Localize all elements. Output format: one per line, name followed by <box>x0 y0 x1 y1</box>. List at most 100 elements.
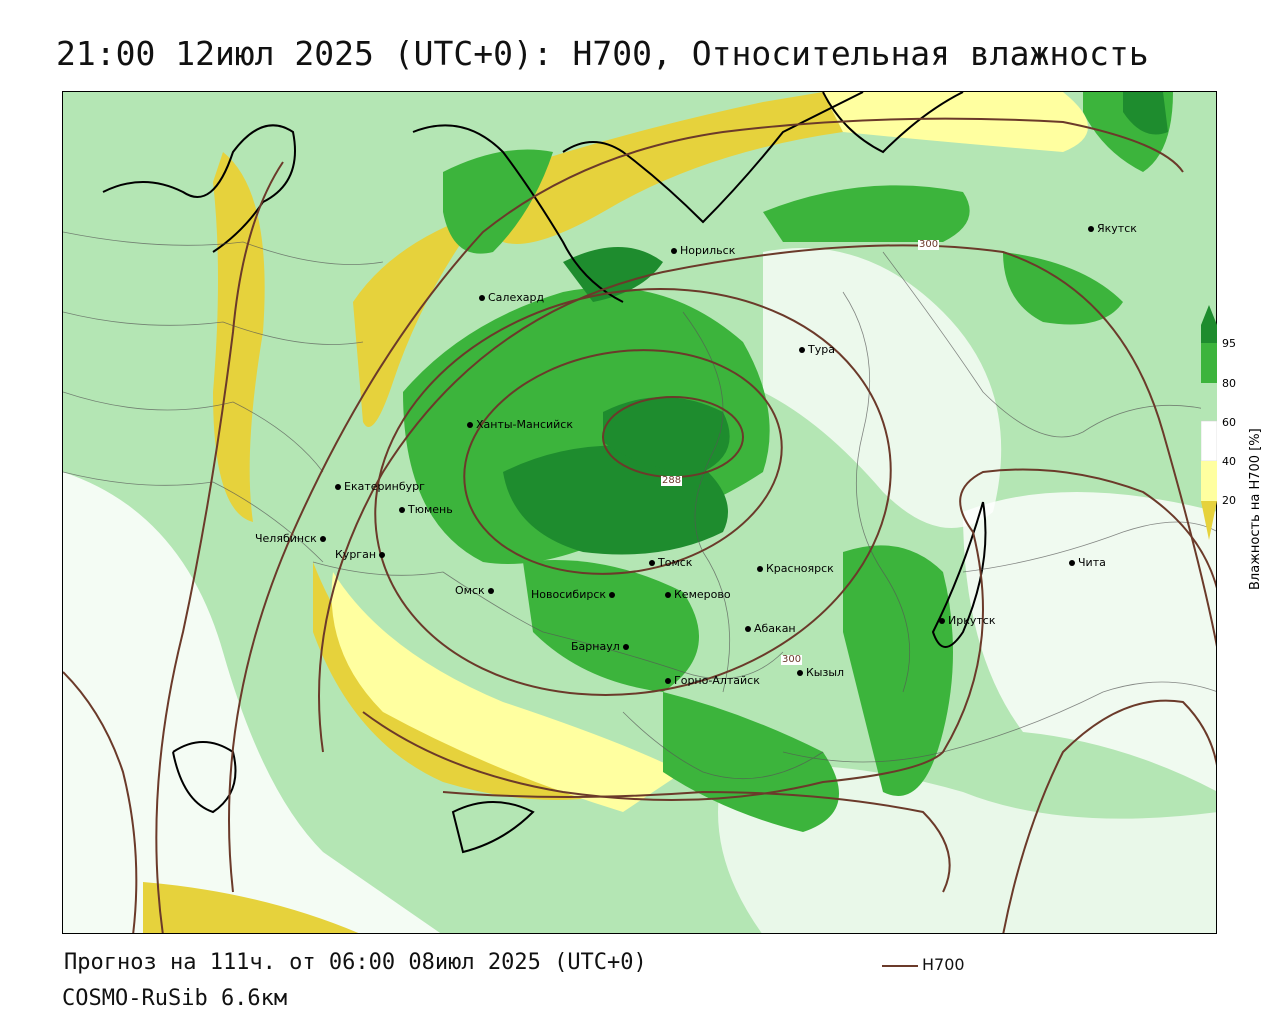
city-yakutsk: Якутск <box>1088 223 1137 234</box>
moist-area-center-dark <box>603 397 730 472</box>
moist-area-novosibirsk <box>523 560 699 692</box>
city-tura: Тура <box>799 344 835 355</box>
contour-304-se <box>1002 699 1216 933</box>
city-label: Чита <box>1078 556 1106 569</box>
h700-contours <box>63 117 1216 933</box>
city-dot <box>399 507 405 513</box>
city-dot <box>745 626 751 632</box>
city-kyzyl: Кызыл <box>797 667 844 678</box>
colorbar-60 <box>1201 383 1217 421</box>
dry-band-south <box>313 562 623 800</box>
colorbar-tick-60: 60 <box>1222 416 1236 429</box>
city-dot <box>1088 226 1094 232</box>
map-canvas <box>63 92 1216 933</box>
moist-area-taimyr <box>763 185 970 242</box>
city-chita: Чита <box>1069 557 1106 568</box>
contour-label-300-south: 300 <box>781 654 803 665</box>
contour-label-288: 288 <box>661 475 683 486</box>
city-dot <box>939 618 945 624</box>
city-label: Кызыл <box>806 666 845 679</box>
city-krasnoyarsk: Красноярск <box>757 563 834 574</box>
contour-308 <box>155 161 284 933</box>
city-dot <box>665 592 671 598</box>
page-title: 21:00 12июл 2025 (UTC+0): H700, Относите… <box>56 34 1149 73</box>
city-label: Салехард <box>488 291 545 304</box>
legend-h700-label: H700 <box>922 955 965 974</box>
dry-band-nw <box>353 212 483 427</box>
city-novosibirsk: Новосибирск <box>531 589 618 600</box>
moist-area-core-dark <box>503 445 728 555</box>
city-label: Кемерово <box>674 588 731 601</box>
humidity-map: 300 288 300 Якутск Норильск Салехард Тур… <box>62 91 1217 934</box>
city-dot <box>379 552 386 558</box>
colorbar <box>1201 305 1217 540</box>
city-label: Абакан <box>754 622 796 635</box>
colorbar-tick-80: 80 <box>1222 377 1236 390</box>
city-barnaul: Барнаул <box>571 641 632 652</box>
dry-area-ne <box>823 92 1088 152</box>
city-dot <box>479 295 485 301</box>
city-salekhard: Салехард <box>479 292 544 303</box>
colorbar-bottom-arrow <box>1201 501 1217 540</box>
region-borders <box>63 231 1216 780</box>
city-dot <box>487 588 494 594</box>
city-irkutsk: Иркутск <box>939 615 995 626</box>
city-dot <box>757 566 763 572</box>
city-dot <box>649 560 655 566</box>
city-label: Тура <box>808 343 835 356</box>
city-kurgan: Курган <box>335 549 388 560</box>
city-yekaterinburg: Екатеринбург <box>335 481 425 492</box>
contour-308-west <box>63 671 138 933</box>
city-label: Томск <box>658 556 693 569</box>
city-tyumen: Тюмень <box>399 504 453 515</box>
coastlines <box>102 92 987 854</box>
city-kemerovo: Кемерово <box>665 589 731 600</box>
dry-area-south <box>718 765 1216 933</box>
colorbar-tick-40: 40 <box>1222 455 1236 468</box>
dry-area-central <box>763 248 1002 528</box>
dry-area-east <box>963 492 1216 791</box>
moist-area-gulf <box>563 247 663 302</box>
city-dot <box>609 592 616 598</box>
city-label: Омск <box>455 584 485 597</box>
city-chelyabinsk: Челябинск <box>255 533 329 544</box>
dry-band-north <box>503 92 843 244</box>
colorbar-label: Влажность на Н700 [%] <box>1248 428 1263 590</box>
city-gorno-altaysk: Горно-Алтайск <box>665 675 760 686</box>
model-name: COSMO-RuSib 6.6км <box>62 986 288 1011</box>
city-tomsk: Томск <box>649 557 692 568</box>
contour-296 <box>374 288 892 696</box>
forecast-info: Прогноз на 111ч. от 06:00 08июл 2025 (UT… <box>64 950 647 975</box>
contour-304 <box>228 117 1184 893</box>
city-dot <box>799 347 805 353</box>
dry-area-sw <box>143 882 359 933</box>
contour-label-300-north: 300 <box>918 239 940 250</box>
city-abakan: Абакан <box>745 623 796 634</box>
contour-300 <box>318 244 1216 753</box>
colorbar-40 <box>1201 420 1217 462</box>
city-label: Красноярск <box>766 562 834 575</box>
city-khanty-mansiysk: Ханты-Мансийск <box>467 419 573 430</box>
city-label: Горно-Алтайск <box>674 674 760 687</box>
moist-area-yamal <box>443 149 553 254</box>
dry-band-south-light <box>331 572 683 812</box>
city-label: Барнаул <box>571 640 620 653</box>
city-label: Норильск <box>680 244 736 257</box>
legend-h700-line <box>882 965 918 967</box>
city-label: Ханты-Мансийск <box>476 418 573 431</box>
colorbar-95 <box>1201 325 1217 343</box>
contour-300-east <box>362 468 1216 801</box>
city-label: Новосибирск <box>531 588 607 601</box>
colorbar-tick-95: 95 <box>1222 337 1236 350</box>
city-dot <box>671 248 677 254</box>
city-dot <box>622 644 629 650</box>
colorbar-80 <box>1201 343 1217 383</box>
moist-area-far-ne-dark <box>1123 92 1168 135</box>
city-label: Челябинск <box>255 532 317 545</box>
city-label: Иркутск <box>948 614 996 627</box>
moist-area-baikal <box>843 545 953 796</box>
city-dot <box>319 536 326 542</box>
city-label: Екатеринбург <box>344 480 425 493</box>
city-omsk: Омск <box>455 585 497 596</box>
city-norilsk: Норильск <box>671 245 735 256</box>
